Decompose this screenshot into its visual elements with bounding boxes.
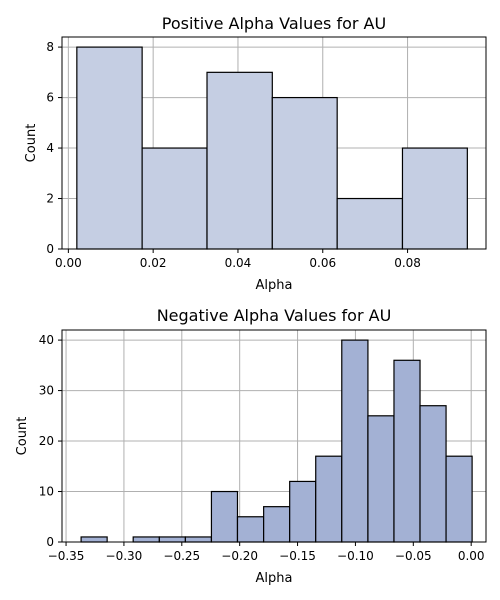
- negative-x-axis-label: Alpha: [256, 571, 293, 586]
- positive-histogram-bar: [206, 71, 273, 250]
- positive-histogram-bar: [271, 96, 338, 250]
- negative-histogram-bar: [393, 359, 421, 543]
- negative-histogram-bar: [210, 490, 239, 543]
- positive-x-tick-label: 0.08: [394, 256, 421, 270]
- positive-y-tick-label: 6: [46, 91, 54, 105]
- negative-chart-title: Negative Alpha Values for AU: [157, 306, 392, 325]
- positive-x-tick-label: 0.06: [309, 256, 336, 270]
- negative-axes-frame: [61, 329, 487, 543]
- negative-x-tick-label: −0.25: [163, 549, 200, 563]
- positive-x-tick-label: 0.00: [55, 256, 82, 270]
- negative-x-tick-label: −0.15: [279, 549, 316, 563]
- negative-x-tick-label: −0.35: [48, 549, 85, 563]
- positive-chart-title: Positive Alpha Values for AU: [162, 14, 386, 33]
- negative-x-tick-label: 0.00: [458, 549, 485, 563]
- negative-x-tick-label: −0.05: [395, 549, 432, 563]
- negative-x-tick-label: −0.10: [337, 549, 374, 563]
- positive-histogram-bar: [76, 46, 143, 250]
- positive-alpha-histogram: 0.00 0.02 0.04 0.06 0.08 0 2 4 6 8 Positive Alpha …: [24, 14, 487, 293]
- negative-y-tick-label: 20: [39, 434, 54, 448]
- negative-histogram-bar: [289, 480, 317, 543]
- negative-histogram-bar: [158, 536, 186, 543]
- positive-y-axis-label: Count: [24, 124, 39, 163]
- negative-y-tick-label: 0: [46, 535, 54, 549]
- negative-histogram-bar: [367, 415, 395, 543]
- negative-x-ticks: −0.35 −0.30 −0.25 −0.20 −0.15 −0.10 −0.05 0.00: [48, 542, 485, 563]
- negative-histogram-bar: [419, 405, 447, 543]
- positive-x-ticks: 0.00 0.02 0.04 0.06 0.08: [55, 249, 421, 270]
- positive-y-tick-label: 0: [46, 242, 54, 256]
- positive-axes-frame: [61, 36, 487, 250]
- negative-alpha-histogram: −0.35 −0.30 −0.25 −0.20 −0.15 −0.10 −0.05 0.00 0…: [15, 306, 487, 586]
- positive-y-tick-label: 8: [46, 40, 54, 54]
- positive-histogram-bar: [141, 147, 208, 250]
- negative-histogram-bar: [315, 455, 343, 543]
- positive-histogram-bar: [336, 197, 404, 250]
- positive-bars: [76, 46, 468, 250]
- negative-y-ticks: 0 10 20 30 40: [39, 333, 62, 549]
- negative-x-tick-label: −0.30: [106, 549, 143, 563]
- positive-x-tick-label: 0.04: [225, 256, 252, 270]
- positive-y-ticks: 0 2 4 6 8: [46, 40, 62, 256]
- positive-x-axis-label: Alpha: [256, 278, 293, 293]
- positive-y-tick-label: 2: [46, 192, 54, 206]
- negative-histogram-bar: [341, 339, 369, 543]
- positive-histogram-bar: [401, 147, 468, 250]
- negative-histogram-bar: [184, 536, 213, 543]
- positive-x-tick-label: 0.02: [140, 256, 167, 270]
- negative-y-axis-label: Count: [15, 417, 30, 456]
- negative-histogram-bar: [80, 536, 108, 543]
- negative-histogram-bar: [445, 455, 473, 543]
- negative-y-tick-label: 30: [39, 384, 54, 398]
- negative-histogram-bar: [132, 536, 160, 543]
- negative-y-tick-label: 40: [39, 333, 54, 347]
- negative-histogram-bar: [263, 506, 291, 543]
- positive-y-tick-label: 4: [46, 141, 54, 155]
- negative-bars: [80, 339, 473, 543]
- negative-x-tick-label: −0.20: [221, 549, 258, 563]
- negative-histogram-bar: [236, 516, 265, 543]
- negative-y-tick-label: 10: [39, 485, 54, 499]
